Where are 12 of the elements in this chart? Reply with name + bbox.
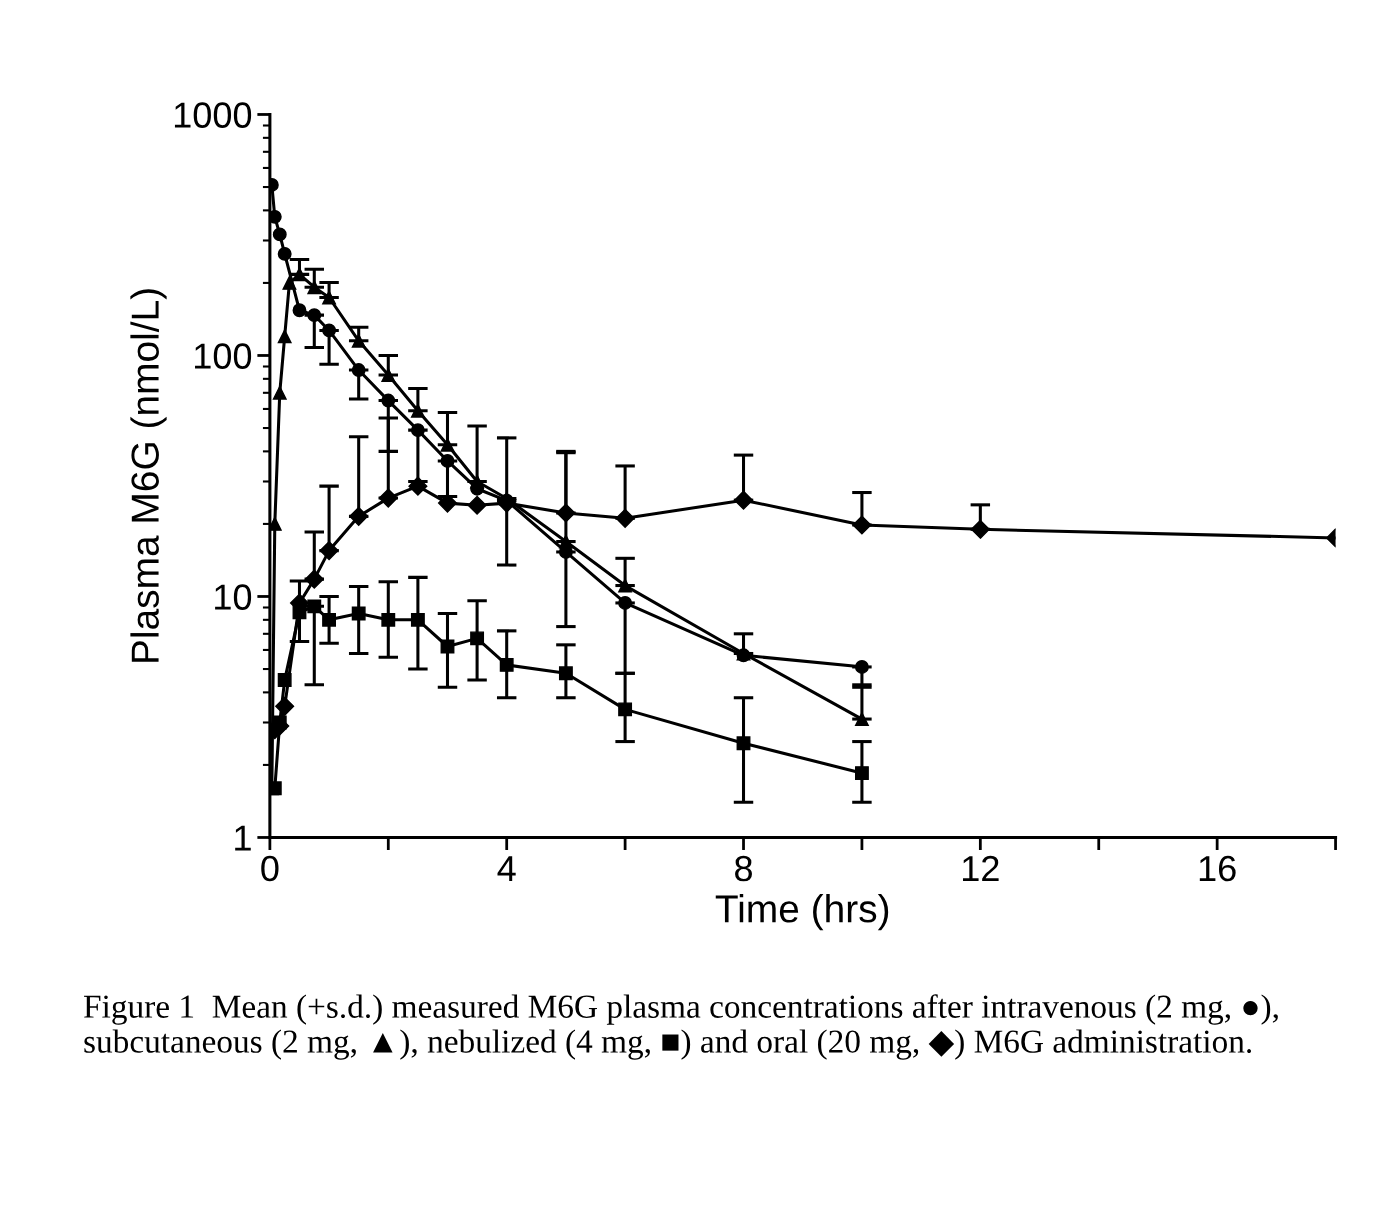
x-tick-label: 4 (497, 856, 516, 882)
x-axis-title: Time (hrs) (715, 894, 889, 931)
y-tick-label: 10 (215, 584, 252, 610)
x-tick-label: 12 (963, 855, 999, 882)
x-tick-label: 8 (735, 855, 752, 882)
y-tick-label: 1 (235, 825, 251, 851)
y-axis-title: Plasma M6G (nmol/L) (130, 289, 167, 662)
y-tick-label: 100 (195, 343, 252, 369)
x-tick-label: 0 (261, 855, 279, 882)
caption: Figure 1 Mean (+s.d.) measured M6G plasma concentrations after intravenous (2 mg, ●), subcutaneous (2 mg, ▲), nebulized (4 mg, ■) and oral (20 mg, ◆) M6G administration. (84, 994, 1278, 1060)
x-tick-label: 16 (1199, 855, 1236, 882)
y-tick-label: 1000 (174, 102, 252, 128)
